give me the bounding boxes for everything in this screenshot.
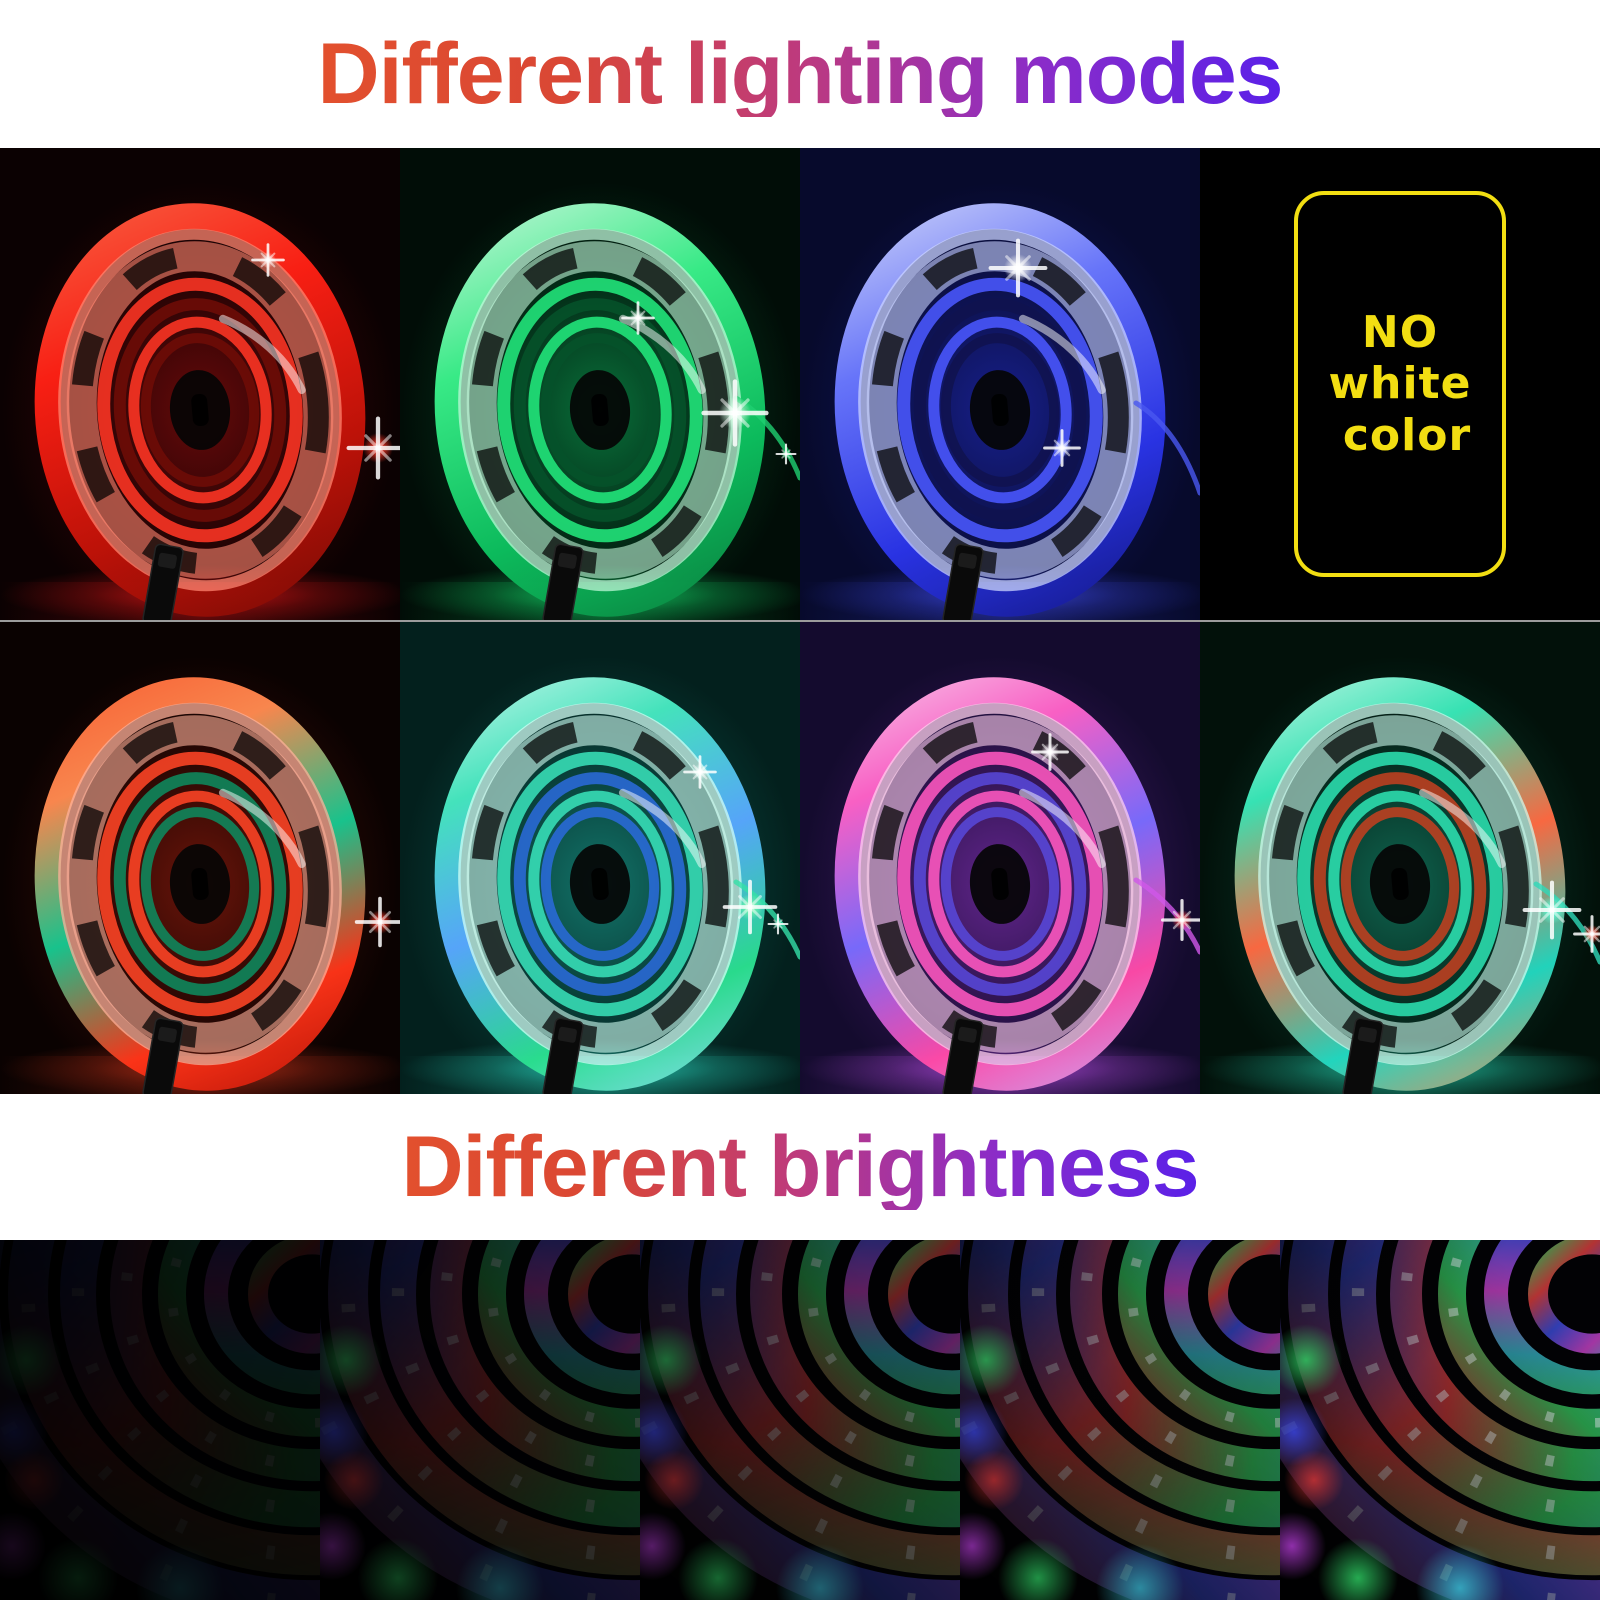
- photo-brightness-level-1: [0, 1240, 320, 1600]
- panel-text-line: white: [1328, 358, 1472, 410]
- no-white-color-panel: NO white color: [1200, 148, 1600, 620]
- strip-coil-illustration: [1280, 1240, 1600, 1600]
- photo-brightness-level-5: [1280, 1240, 1600, 1600]
- photo-brightness-level-2: [320, 1240, 640, 1600]
- red-green-reel-illustration: [0, 622, 400, 1094]
- brightness-levels-row: [0, 1240, 1600, 1600]
- photo-green-mode: [400, 148, 800, 620]
- photo-teal-red-mode: [1200, 622, 1600, 1094]
- green-reel-illustration: [400, 148, 800, 620]
- lighting-modes-grid: NO white color: [0, 148, 1600, 1094]
- brightness-title: Different brightness: [401, 1119, 1199, 1215]
- blue-reel-illustration: [800, 148, 1200, 620]
- no-white-color-box: NO white color: [1294, 191, 1506, 577]
- strip-coil-illustration: [960, 1240, 1280, 1600]
- photo-brightness-level-4: [960, 1240, 1280, 1600]
- lighting-modes-title: Different lighting modes: [317, 26, 1284, 122]
- photo-pink-blue-mode: [800, 622, 1200, 1094]
- photo-green-blue-mode: [400, 622, 800, 1094]
- panel-text-line: NO: [1361, 306, 1439, 358]
- lighting-modes-header: Different lighting modes: [0, 0, 1600, 148]
- brightness-header: Different brightness: [0, 1094, 1600, 1240]
- panel-text-line: color: [1342, 409, 1472, 461]
- photo-red-mode: [0, 148, 400, 620]
- strip-coil-illustration: [640, 1240, 960, 1600]
- teal-red-reel-illustration: [1200, 622, 1600, 1094]
- strip-coil-illustration: [0, 1240, 320, 1600]
- strip-coil-illustration: [320, 1240, 640, 1600]
- green-blue-reel-illustration: [400, 622, 800, 1094]
- photo-brightness-level-3: [640, 1240, 960, 1600]
- pink-blue-reel-illustration: [800, 622, 1200, 1094]
- photo-blue-mode: [800, 148, 1200, 620]
- red-reel-illustration: [0, 148, 400, 620]
- photo-red-green-mode: [0, 622, 400, 1094]
